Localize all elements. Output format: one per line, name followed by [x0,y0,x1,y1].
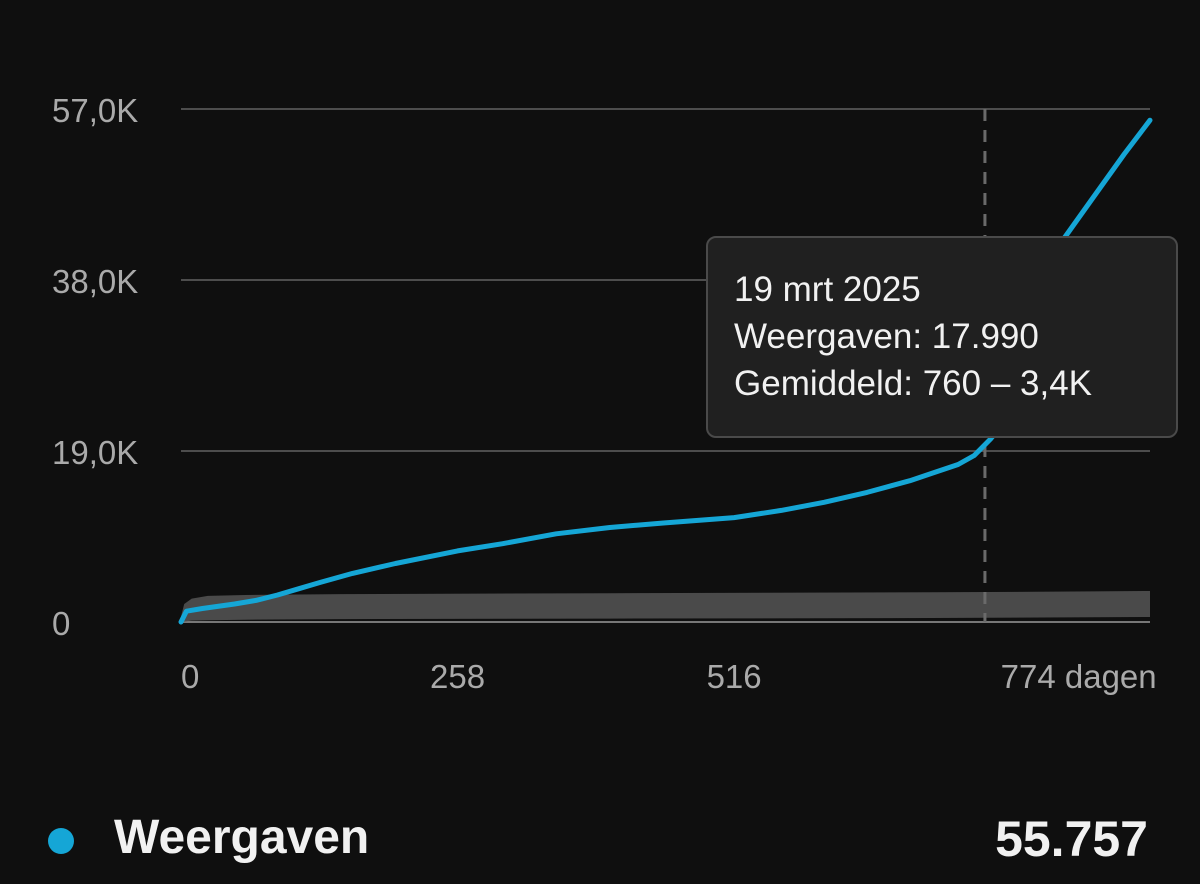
x-tick-label: 516 [707,658,762,695]
average-band [181,591,1150,622]
y-tick-label: 57,0K [52,92,138,129]
y-tick-label: 38,0K [52,263,138,300]
x-tick-label: 258 [430,658,485,695]
x-tick-label: 774 dagen [1001,658,1157,695]
x-tick-label: 0 [181,658,199,695]
views-chart: 0 19,0K 38,0K 57,0K 0 258 516 774 dagen [52,92,1157,695]
tooltip-average: Gemiddeld: 760 – 3,4K [734,364,1093,403]
average-band-layer [181,591,1150,622]
legend-dot-icon [48,828,74,854]
x-tick-labels: 0 258 516 774 dagen [181,658,1157,695]
tooltip-views: Weergaven: 17.990 [734,317,1039,356]
y-tick-label: 19,0K [52,434,138,471]
chart-tooltip: 19 mrt 2025 Weergaven: 17.990 Gemiddeld:… [706,236,1178,438]
y-tick-labels: 0 19,0K 38,0K 57,0K [52,92,138,642]
legend-label: Weergaven [114,811,370,864]
y-tick-label: 0 [52,605,70,642]
legend-value: 55.757 [995,811,1148,867]
gridlines [181,108,1150,623]
tooltip-date: 19 mrt 2025 [734,270,921,309]
